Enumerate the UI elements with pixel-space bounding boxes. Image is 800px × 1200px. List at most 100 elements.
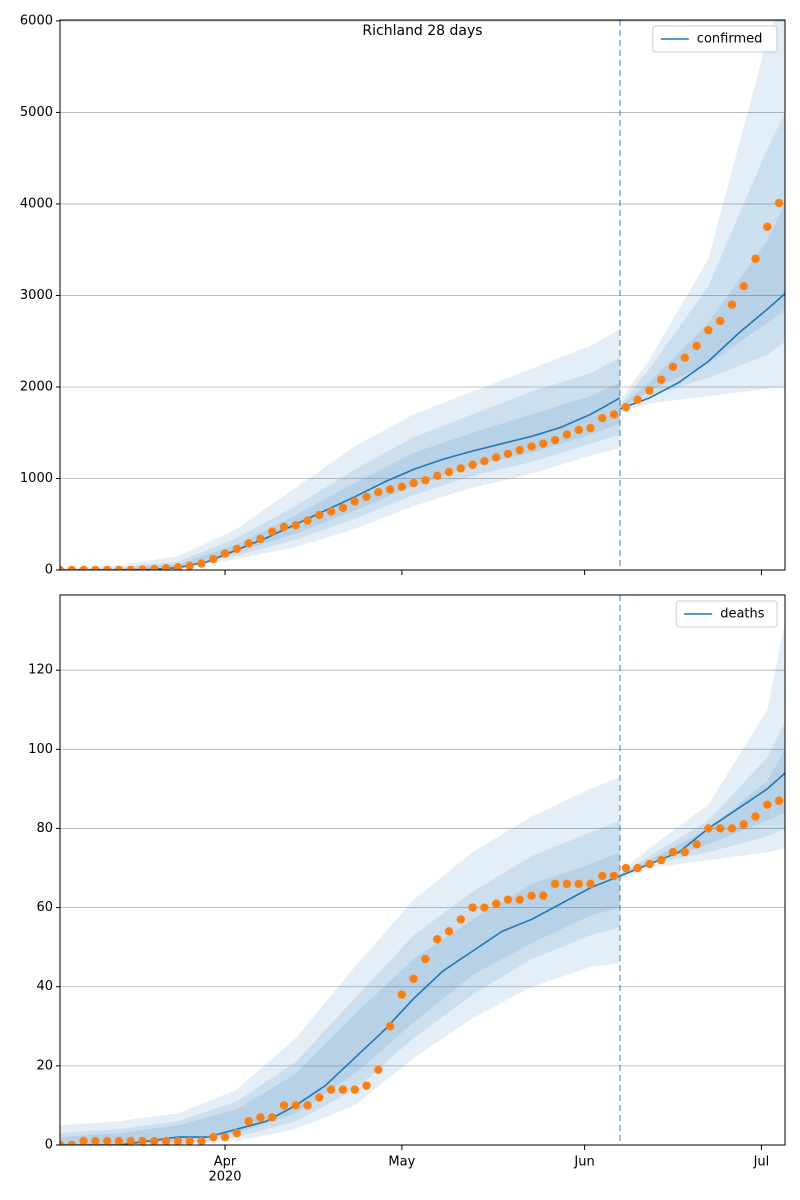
observed-point [491, 899, 501, 908]
observed-point [645, 859, 654, 869]
observed-point [550, 435, 560, 445]
x-sublabel: 2020 [208, 1170, 241, 1185]
observed-point [609, 410, 619, 419]
observed-point [763, 800, 772, 809]
y-tick-label: 4000 [20, 196, 53, 211]
observed-point [209, 1132, 218, 1142]
plot-area [60, 622, 785, 1145]
observed-point [60, 565, 65, 570]
observed-point [197, 559, 206, 568]
observed-point [562, 879, 572, 889]
observed-point [680, 847, 689, 857]
y-tick-label: 20 [36, 1058, 53, 1073]
legend-box [675, 600, 778, 628]
observed-point [503, 895, 513, 904]
observed-point [491, 453, 501, 462]
observed-point [244, 1117, 253, 1126]
band [60, 721, 785, 1145]
observed-point [433, 935, 442, 944]
observed-point [138, 565, 147, 570]
observed-point [586, 423, 595, 433]
observed-point [444, 467, 454, 477]
observed-point [409, 974, 418, 984]
observed-point [751, 254, 760, 264]
observed-point [515, 445, 524, 455]
observed-point [539, 891, 548, 900]
x-tick-label: Jun [573, 1155, 594, 1170]
observed-point [692, 840, 701, 849]
x-tick-label: Apr [214, 1155, 237, 1170]
observed-point [232, 1128, 242, 1138]
observed-point [338, 503, 348, 512]
axes-frame [59, 19, 786, 571]
observed-point [161, 1136, 171, 1145]
observed-point [303, 516, 312, 525]
observed-point [114, 565, 124, 570]
observed-point [173, 1136, 183, 1145]
plot-area [60, 20, 785, 570]
observed-point [350, 1085, 359, 1094]
observed-point [374, 488, 383, 497]
observed-point [609, 871, 619, 881]
observed-point [338, 1085, 348, 1094]
observed-point [692, 341, 701, 350]
observed-point [267, 527, 277, 536]
observed-point [468, 903, 477, 912]
observed-point [774, 796, 784, 805]
observed-point [621, 863, 631, 873]
observed-point [256, 1113, 265, 1122]
observed-point [397, 990, 407, 999]
observed-point [739, 820, 748, 829]
observed-point [244, 539, 253, 548]
observed-point [197, 1136, 206, 1145]
observed-point [527, 891, 536, 900]
observed-point [150, 564, 159, 570]
observed-point [102, 1136, 112, 1145]
observed-point [409, 478, 418, 488]
observed-point [102, 565, 112, 570]
observed-point [574, 879, 583, 889]
observed-point [267, 1113, 277, 1122]
observed-point [421, 954, 430, 964]
observed-point [739, 282, 748, 291]
observed-point [60, 1140, 65, 1145]
observed-point [680, 353, 689, 362]
observed-point [126, 565, 135, 570]
observed-point [727, 824, 737, 833]
observed-point [326, 507, 336, 516]
observed-point [480, 456, 489, 466]
observed-point [220, 549, 230, 558]
observed-point [150, 1136, 159, 1145]
observed-point [315, 1093, 324, 1102]
y-tick-label: 120 [28, 663, 53, 678]
x-tick-label: Jul [753, 1155, 770, 1170]
observed-point [209, 554, 218, 564]
legend-label: confirmed [697, 32, 763, 47]
observed-point [385, 485, 395, 494]
observed-point [657, 855, 666, 865]
observed-point [668, 847, 678, 857]
observed-point [362, 492, 371, 501]
axes-frame [59, 594, 786, 1146]
observed-point [598, 871, 607, 881]
observed-point [433, 471, 442, 480]
observed-point [527, 442, 536, 451]
observed-point [291, 1101, 300, 1110]
observed-point [256, 534, 265, 544]
observed-point [326, 1085, 336, 1094]
observed-point [715, 316, 725, 326]
observed-point [598, 413, 607, 423]
observed-point [291, 520, 300, 530]
chart-title: Richland 28 days [362, 23, 482, 39]
observed-point [751, 812, 760, 821]
observed-point [704, 326, 713, 335]
y-tick-label: 1000 [20, 471, 53, 486]
observed-point [515, 895, 524, 904]
observed-point [774, 198, 784, 208]
observed-point [574, 425, 583, 435]
observed-point [562, 430, 572, 439]
observed-point [138, 1136, 147, 1145]
observed-point [362, 1081, 371, 1090]
observed-point [315, 510, 324, 520]
y-tick-label: 6000 [20, 13, 53, 28]
